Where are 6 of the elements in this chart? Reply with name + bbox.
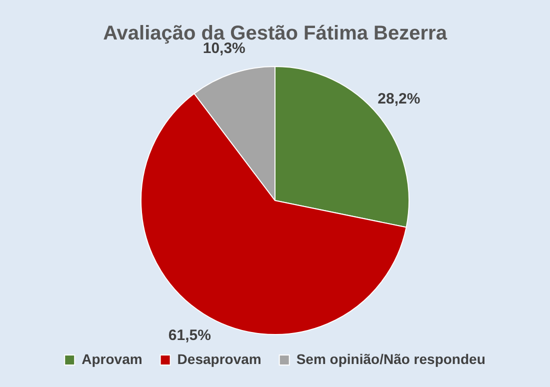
data-label: 10,3% <box>202 40 246 57</box>
data-label: 61,5% <box>168 327 211 344</box>
legend-label: Sem opinião/Não respondeu <box>296 350 486 367</box>
legend-label: Aprovam <box>82 350 142 367</box>
data-label: 28,2% <box>378 90 420 108</box>
legend-label: Desaprovam <box>177 350 262 367</box>
